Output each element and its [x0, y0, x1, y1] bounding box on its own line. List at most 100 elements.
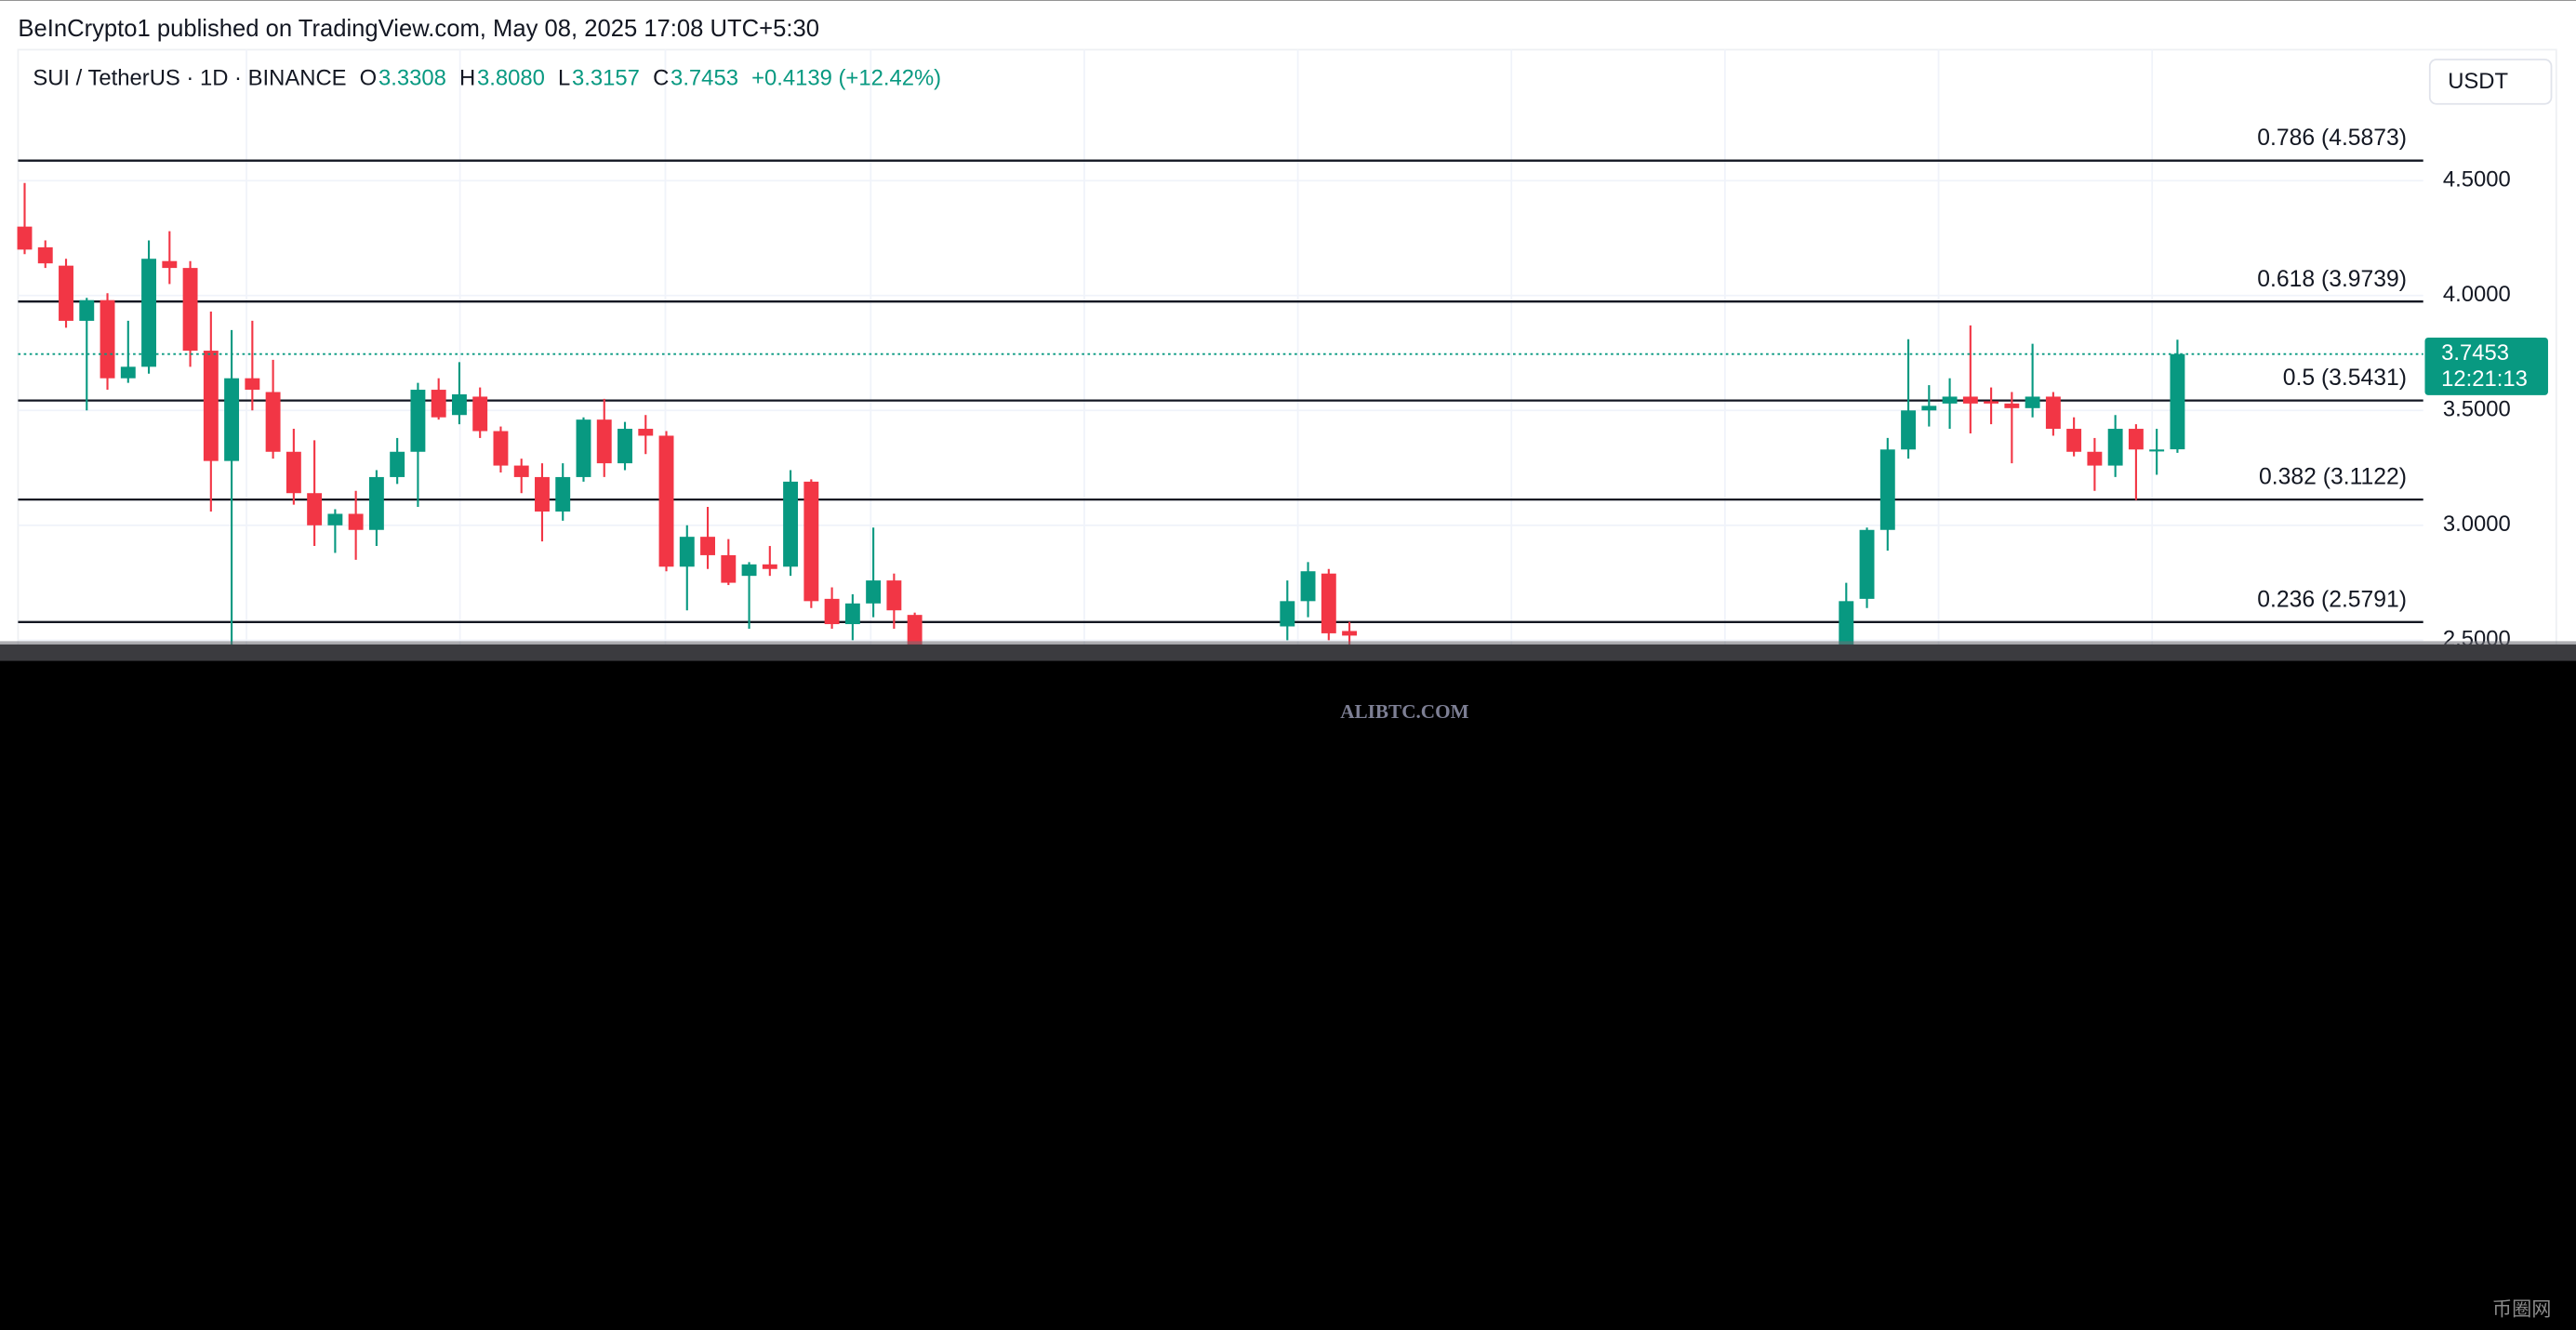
- legend-value: 3.8080: [477, 66, 545, 91]
- currency[interactable]: USDT: [2448, 69, 2508, 94]
- candle-body: [348, 513, 364, 530]
- candle-body: [658, 435, 674, 567]
- candle-body: [59, 265, 73, 321]
- price-tag: [2424, 338, 2548, 395]
- candle-body: [2128, 429, 2144, 450]
- candle-body: [2004, 403, 2020, 408]
- candle-body: [1921, 406, 1937, 411]
- candle-body: [1962, 396, 1978, 404]
- candle-body: [844, 603, 860, 625]
- y-tick-label: 3.0000: [2443, 512, 2511, 537]
- candle-body: [265, 392, 281, 452]
- ohlc-legend: O 3.3308 H 3.8080 L 3.3157 C 3.7453 +0.4139 (+12…: [360, 66, 941, 91]
- candle-body: [2025, 396, 2040, 408]
- candle-body: [513, 465, 529, 477]
- candle-body: [679, 537, 695, 567]
- candle-body: [555, 476, 571, 512]
- candle-body: [596, 419, 612, 464]
- legend-key: C: [653, 66, 669, 91]
- candle-body: [141, 259, 157, 367]
- background: [0, 0, 2576, 650]
- candle-body: [803, 481, 819, 602]
- candle-body: [783, 481, 799, 567]
- candle-body: [368, 476, 384, 530]
- currency-button[interactable]: [2428, 59, 2553, 105]
- candle-body: [741, 564, 757, 577]
- candle-body: [907, 615, 923, 645]
- legend-value: 3.7453: [671, 66, 738, 91]
- candle-body: [1859, 529, 1875, 599]
- candle-body: [638, 429, 654, 436]
- candle-body: [100, 299, 115, 379]
- plot: 0.786 (4.5873) 0.618 (3.9739) 0.5 (3.5431)…: [17, 126, 2548, 652]
- candle-body: [2149, 449, 2165, 452]
- candle-body: [1839, 601, 1854, 645]
- candle-body: [1280, 601, 1295, 627]
- candle-body: [1901, 410, 1917, 450]
- candle-body: [17, 226, 33, 250]
- legend-key: L: [558, 66, 570, 91]
- candle-body: [182, 268, 198, 352]
- candle-body: [327, 513, 343, 525]
- candle-body: [866, 580, 882, 604]
- y-tick-label: 4.5000: [2443, 167, 2511, 193]
- candle-body: [535, 476, 550, 512]
- candle-body: [2087, 451, 2103, 466]
- fib-level-label: 0.236 (2.5791): [2257, 587, 2407, 612]
- fib-level-label: 0.5 (3.5431): [2283, 366, 2407, 391]
- candle-body: [1984, 401, 1999, 404]
- candle-body: [1300, 571, 1316, 602]
- legend-key: O: [360, 66, 378, 91]
- legend-value: 3.3308: [378, 66, 446, 91]
- candle-body: [2045, 396, 2061, 430]
- candle-body: [824, 598, 840, 625]
- y-tick-label: 4.0000: [2443, 282, 2511, 307]
- candle-body: [79, 299, 95, 321]
- price-tag-countdown: 12:21:13: [2441, 366, 2528, 392]
- legend-value: 3.3157: [572, 66, 640, 91]
- candle-body: [2066, 429, 2082, 452]
- y-tick-label: 3.5000: [2443, 397, 2511, 422]
- candle-body: [493, 431, 509, 466]
- candle-body: [451, 393, 467, 416]
- watermark: ALIBTC.COM: [1340, 700, 1468, 723]
- legend-key: H: [459, 66, 475, 91]
- symbol: SUI / TetherUS · 1D · BINANCE: [33, 66, 346, 91]
- candle-body: [576, 419, 591, 477]
- candle-body: [2170, 353, 2185, 450]
- candle-body: [2107, 429, 2123, 466]
- fib-level-label: 0.618 (3.9739): [2257, 267, 2407, 292]
- candle-body: [245, 378, 260, 391]
- price-tag-value: 3.7453: [2441, 340, 2509, 366]
- fib-level-label: 0.786 (4.5873): [2257, 126, 2407, 151]
- candle-body: [721, 554, 737, 583]
- candle-body: [120, 366, 136, 379]
- candle-body: [285, 451, 301, 494]
- candle-body: [1321, 573, 1336, 633]
- legend-change: +0.4139 (+12.42%): [751, 66, 941, 91]
- candle-body: [1342, 631, 1358, 636]
- candle-body: [410, 390, 426, 452]
- candle-body: [224, 378, 240, 461]
- corrupted-area: [0, 644, 2576, 1330]
- candle-body: [700, 537, 715, 555]
- candle-body: [617, 429, 632, 464]
- candle-body: [162, 260, 178, 269]
- candle-body: [762, 564, 777, 569]
- candle-body: [37, 246, 53, 264]
- fib-level-label: 0.382 (3.1122): [2259, 465, 2407, 490]
- publish-info: BeInCrypto1 published on TradingView.com…: [18, 16, 819, 42]
- candle-body: [390, 451, 405, 477]
- noise-strip: [0, 641, 2576, 661]
- candle-body: [1879, 449, 1895, 530]
- candle-body: [886, 580, 902, 611]
- candle-body: [472, 396, 488, 432]
- candle-body: [307, 493, 323, 525]
- candle-body: [431, 390, 446, 418]
- corner-logo: 币圈网: [2492, 1297, 2552, 1320]
- candle-body: [1942, 396, 1958, 404]
- candle-body: [203, 351, 219, 461]
